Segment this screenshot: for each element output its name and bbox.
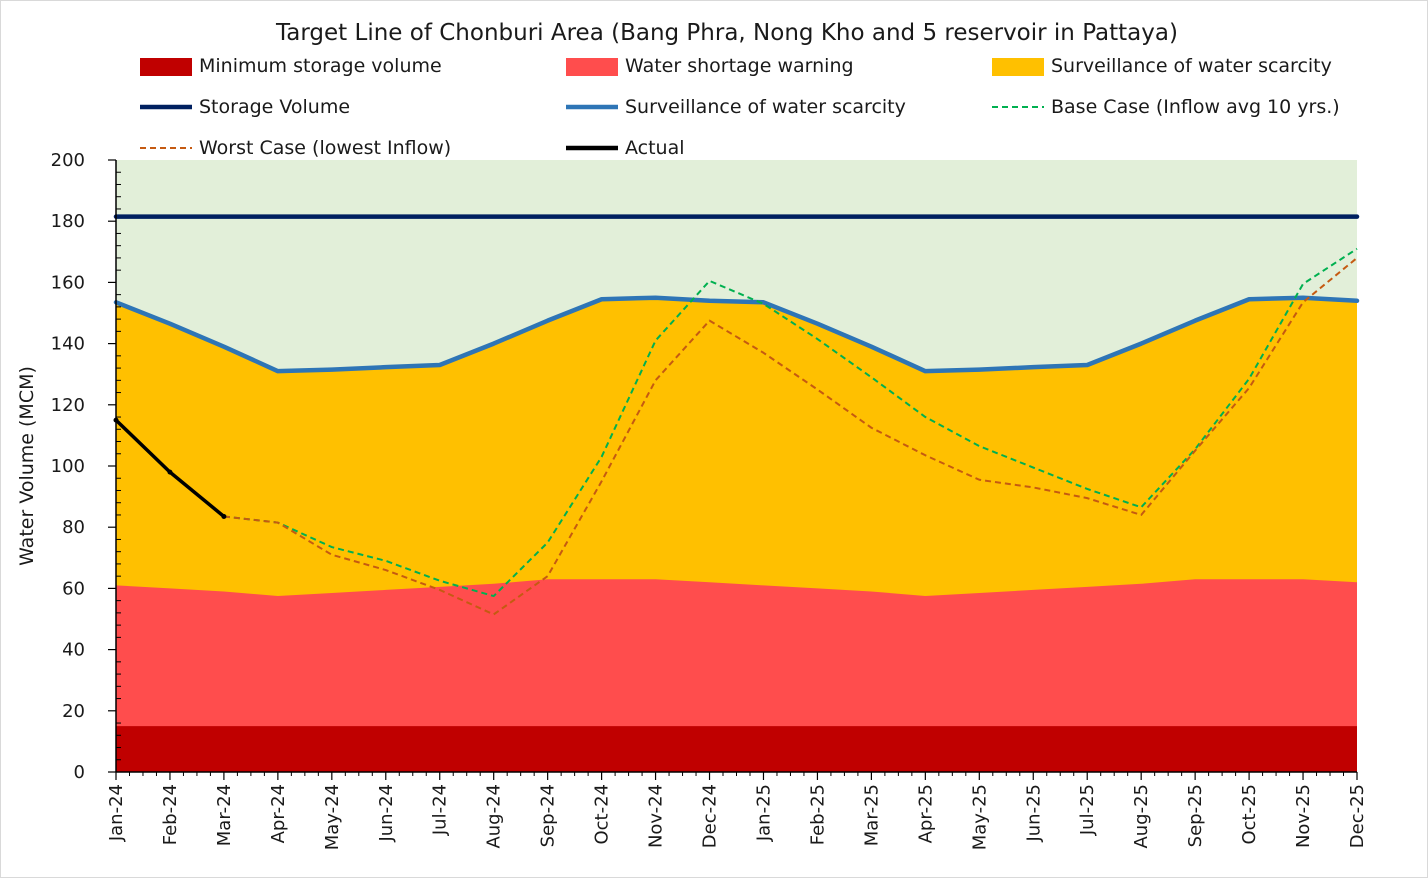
y-tick-label: 180 bbox=[51, 211, 85, 232]
axes-group: 0 20 40 60 80 100 120 140 160 180 200 Jan-24 Feb-24 M… bbox=[51, 150, 1368, 850]
data-point-actual-2 bbox=[221, 513, 227, 519]
x-tick-label: Apr-25 bbox=[915, 784, 936, 843]
x-tick-label: Sep-25 bbox=[1185, 784, 1206, 847]
x-tick-label: Jun-24 bbox=[376, 784, 397, 843]
bands-group bbox=[116, 297, 1357, 772]
y-tick-label: 80 bbox=[62, 517, 85, 538]
band-area-1 bbox=[116, 579, 1357, 772]
y-axis-label: Water Volume (MCM) bbox=[16, 366, 38, 566]
y-tick-label: 120 bbox=[51, 395, 85, 416]
x-tick-label: Nov-25 bbox=[1293, 784, 1314, 848]
x-tick-label: Jan-24 bbox=[106, 784, 127, 842]
x-tick-label: Jul-25 bbox=[1077, 784, 1098, 836]
legend-label-3: Storage Volume bbox=[199, 96, 350, 118]
legend-swatch-2 bbox=[992, 58, 1044, 76]
x-tick-label: Oct-25 bbox=[1239, 784, 1260, 845]
x-tick-label: Aug-24 bbox=[484, 784, 505, 849]
series-lines-group bbox=[113, 214, 1360, 616]
x-tick-label: Oct-24 bbox=[592, 784, 613, 845]
x-tick-label: Aug-25 bbox=[1131, 784, 1152, 849]
x-tick-label: Feb-25 bbox=[807, 784, 828, 845]
legend-label-4: Surveillance of water scarcity bbox=[625, 96, 906, 118]
band-area-0 bbox=[116, 726, 1357, 772]
x-tick-label: Mar-25 bbox=[861, 784, 882, 846]
x-tick-label: May-24 bbox=[322, 784, 343, 850]
legend-label-1: Water shortage warning bbox=[625, 55, 854, 77]
y-tick-label: 0 bbox=[74, 762, 85, 783]
x-tick-label: Jul-24 bbox=[430, 784, 451, 836]
y-tick-label: 20 bbox=[62, 701, 85, 722]
legend-swatch-1 bbox=[566, 58, 618, 76]
series-line-3 bbox=[223, 257, 1358, 616]
x-tick-label: Sep-24 bbox=[538, 784, 559, 847]
data-point-actual-1 bbox=[167, 469, 173, 475]
x-tick-label: Dec-25 bbox=[1347, 784, 1368, 848]
legend-label-6: Worst Case (lowest Inflow) bbox=[199, 137, 451, 159]
x-tick-label: Jan-25 bbox=[753, 784, 774, 842]
legend: Minimum storage volume Water shortage war… bbox=[140, 55, 1340, 159]
x-tick-label: Mar-24 bbox=[214, 784, 235, 846]
y-tick-label: 140 bbox=[51, 334, 85, 355]
series-line-1 bbox=[113, 295, 1360, 374]
x-tick-label: May-25 bbox=[969, 784, 990, 850]
x-tick-label: Jun-25 bbox=[1023, 784, 1044, 843]
legend-label-5: Base Case (Inflow avg 10 yrs.) bbox=[1051, 96, 1340, 118]
y-tick-label: 160 bbox=[51, 272, 85, 293]
x-tick-label: Apr-24 bbox=[268, 784, 289, 843]
legend-label-0: Minimum storage volume bbox=[199, 55, 442, 77]
x-tick-label: Dec-24 bbox=[700, 784, 721, 848]
x-tick-label: Nov-24 bbox=[646, 784, 667, 848]
legend-label-2: Surveillance of water scarcity bbox=[1051, 55, 1332, 77]
legend-label-7: Actual bbox=[625, 137, 685, 159]
x-tick-label: Feb-24 bbox=[160, 784, 181, 845]
y-tick-label: 60 bbox=[62, 578, 85, 599]
y-tick-label: 200 bbox=[51, 150, 85, 171]
y-tick-label: 100 bbox=[51, 456, 85, 477]
y-tick-label: 40 bbox=[62, 640, 85, 661]
chart-title: Target Line of Chonburi Area (Bang Phra,… bbox=[275, 20, 1178, 46]
legend-swatch-0 bbox=[140, 58, 192, 76]
